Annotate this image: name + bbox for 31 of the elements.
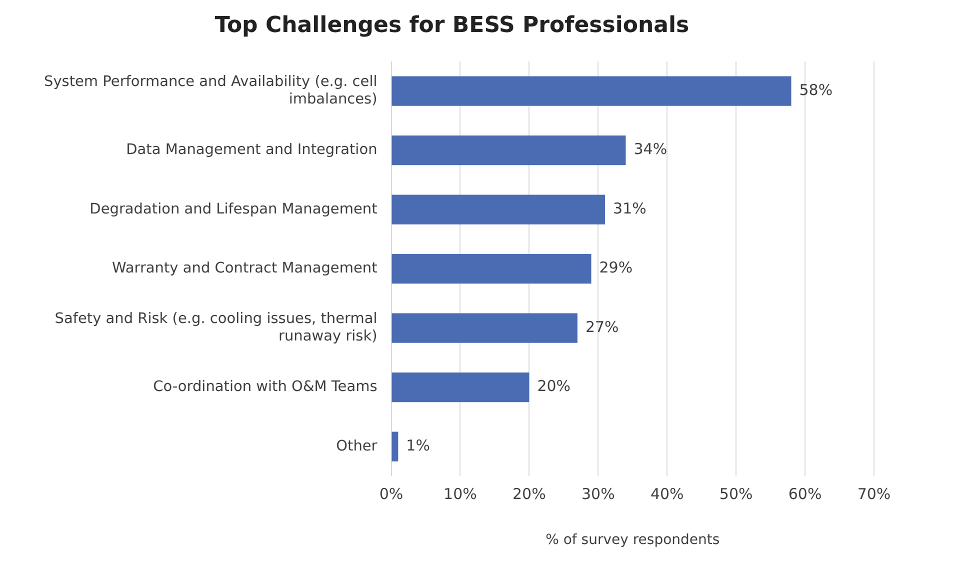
x-tick-label: 60% — [788, 485, 822, 504]
data-label: 27% — [585, 318, 619, 336]
bar — [392, 313, 578, 343]
x-tick-label: 30% — [581, 485, 615, 504]
bar — [392, 76, 792, 106]
x-tick-label: 10% — [444, 485, 477, 504]
data-label: 20% — [537, 377, 571, 396]
y-tick-label: Other — [336, 438, 378, 454]
y-tick-label: Co-ordination with O&M Teams — [153, 379, 378, 396]
data-label: 1% — [406, 436, 430, 454]
x-tick-label: 20% — [512, 485, 546, 504]
data-label: 34% — [634, 140, 668, 158]
bar — [392, 194, 606, 224]
bar — [392, 135, 626, 166]
bar — [392, 372, 530, 402]
x-tick-label: 0% — [379, 485, 404, 504]
bar — [392, 432, 398, 462]
x-axis-title: % of survey respondents — [546, 532, 720, 548]
y-tick-label: Data Management and Integration — [126, 142, 378, 158]
data-label: 58% — [799, 80, 833, 99]
x-tick-label: 50% — [719, 485, 753, 504]
y-tick-label: Safety and Risk (e.g. cooling issues, thermal runaway risk) — [54, 311, 378, 345]
y-tick-label: Warranty and Contract Management — [112, 260, 378, 277]
y-tick-label: Degradation and Lifespan Management — [90, 201, 378, 218]
x-tick-label: 40% — [650, 485, 684, 504]
x-tick-label: 70% — [857, 485, 891, 504]
y-tick-label: System Performance and Availability (e.g. cell imbalances) — [44, 74, 378, 108]
data-label: 31% — [613, 199, 646, 218]
chart-title: Top Challenges for BESS Professionals — [214, 12, 690, 38]
bar — [392, 254, 592, 284]
data-label: 29% — [599, 258, 633, 277]
